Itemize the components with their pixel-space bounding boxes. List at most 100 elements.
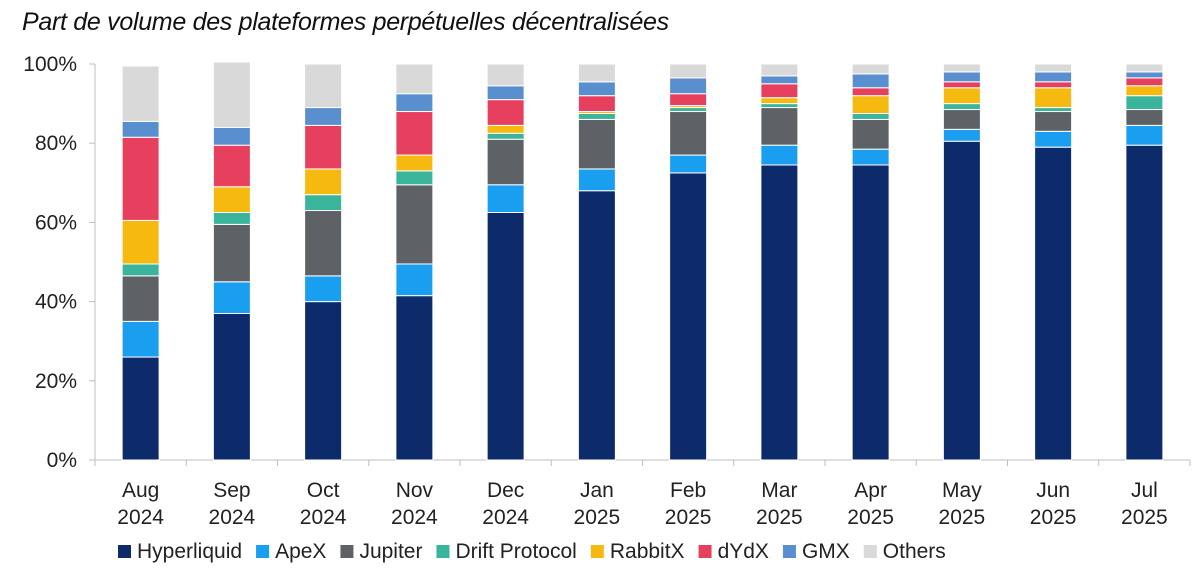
bar-segment-gmx [486, 85, 525, 101]
bar-segment-drift-protocol [212, 212, 251, 225]
bar-segment-others [577, 63, 616, 83]
bar-segment-rabbitx [942, 87, 981, 105]
legend-label: dYdX [718, 540, 769, 563]
bar-segment-apex [760, 144, 799, 166]
bar-segment-jupiter [851, 118, 890, 150]
bar-segment-rabbitx [851, 95, 890, 114]
legend-swatch [436, 545, 450, 558]
legend-label: Others [883, 540, 946, 563]
bar-segment-others [942, 63, 981, 73]
bar-segment-others [486, 63, 525, 87]
legend-swatch [782, 545, 796, 558]
bar-segment-hyperliquid [851, 164, 890, 461]
bar-segment-others [121, 65, 160, 122]
x-tick-label-year: 2024 [391, 506, 438, 529]
x-tick-label-month: Oct [307, 479, 340, 502]
x-tick-label-year: 2024 [300, 506, 347, 529]
bar-segment-hyperliquid [486, 212, 525, 461]
bar-segment-drift-protocol [1125, 95, 1164, 111]
bar-segment-hyperliquid [669, 172, 708, 461]
legend-swatch [256, 545, 270, 558]
bar-segment-jupiter [212, 223, 251, 283]
x-tick-labels: Aug 2024 Sep 2024 Oct 2024 Nov 2024 Dec 2024 Jan 20… [117, 479, 1167, 529]
bar-segment-gmx [121, 120, 160, 138]
bar-segment-apex [304, 275, 343, 303]
bar-segment-gmx [304, 107, 343, 126]
bars [121, 61, 1164, 461]
bar-segment-drift-protocol [121, 263, 160, 277]
bar-segment-dydx [395, 111, 434, 156]
bar-segment-drift-protocol [669, 107, 708, 113]
bar-segment-apex [1125, 124, 1164, 146]
bar-segment-gmx [1125, 71, 1164, 79]
bar-segment-gmx [577, 81, 616, 97]
bar-segment-drift-protocol [942, 103, 981, 111]
bar-segment-apex [851, 148, 890, 166]
bar-segment-drift-protocol [395, 170, 434, 186]
bar-segment-rabbitx [760, 97, 799, 105]
bar-segment-rabbitx [486, 124, 525, 134]
bar-segment-dydx [121, 136, 160, 221]
bar-segment-dydx [577, 95, 616, 113]
x-tick-label-year: 2025 [939, 506, 986, 529]
bar-segment-dydx [760, 83, 799, 99]
bar-segment-dydx [851, 87, 890, 97]
bar-segment-gmx [669, 77, 708, 95]
bar-segment-others [1125, 63, 1164, 73]
legend-label: ApeX [275, 540, 326, 563]
bar-segment-apex [1034, 130, 1073, 148]
bar-segment-jupiter [577, 118, 616, 170]
bar-segment-jupiter [669, 111, 708, 156]
x-tick-label-month: Jan [580, 479, 614, 502]
bar-segment-rabbitx [304, 168, 343, 196]
x-tick-label-month: Jul [1131, 479, 1158, 502]
x-tick-label-month: Sep [213, 479, 250, 502]
axes [89, 63, 1191, 466]
x-tick-label-month: Apr [854, 479, 887, 502]
y-tick-label: 0% [47, 449, 77, 472]
legend-label: Hyperliquid [137, 540, 242, 563]
legend-label: GMX [802, 540, 850, 563]
bar-segment-jupiter [304, 210, 343, 277]
x-tick-label-year: 2025 [665, 506, 712, 529]
bar-segment-apex [669, 154, 708, 174]
x-tick-label-month: Dec [487, 479, 524, 502]
bar-segment-dydx [304, 124, 343, 170]
bar-segment-gmx [851, 73, 890, 89]
bar-segment-drift-protocol [486, 132, 525, 140]
legend: Hyperliquid ApeX Jupiter Drift Protocol Rabb… [118, 540, 946, 563]
bar-segment-dydx [669, 93, 708, 107]
bar-segment-drift-protocol [304, 194, 343, 212]
legend-label: RabbitX [610, 540, 685, 563]
x-tick-label-month: Nov [396, 479, 434, 502]
bar-segment-hyperliquid [395, 295, 434, 461]
bar-segment-dydx [1034, 81, 1073, 89]
bar-segment-dydx [942, 81, 981, 89]
bar-segment-gmx [942, 71, 981, 83]
bar-segment-gmx [212, 126, 251, 146]
x-tick-label-year: 2024 [117, 506, 164, 529]
bar-segment-drift-protocol [851, 113, 890, 120]
x-tick-label-year: 2025 [847, 506, 894, 529]
bar-segment-apex [121, 320, 160, 358]
bar-segment-hyperliquid [760, 164, 799, 461]
bar-segment-drift-protocol [760, 103, 799, 109]
y-tick-labels: 0% 20% 40% 60% 80% 100% [23, 53, 77, 472]
bar-segment-jupiter [1034, 111, 1073, 132]
x-tick-label-year: 2025 [1030, 506, 1077, 529]
bar-segment-hyperliquid [304, 301, 343, 461]
bar-segment-jupiter [942, 109, 981, 130]
bar-segment-apex [942, 128, 981, 142]
y-tick-label: 80% [35, 132, 77, 155]
bar-segment-apex [577, 168, 616, 192]
legend-swatch [863, 545, 877, 558]
bar-segment-hyperliquid [1125, 144, 1164, 461]
bar-segment-hyperliquid [577, 190, 616, 461]
legend-swatch [340, 545, 354, 558]
bar-segment-jupiter [121, 275, 160, 322]
x-tick-label-year: 2025 [574, 506, 621, 529]
legend-swatch [590, 545, 604, 558]
bar-segment-hyperliquid [212, 312, 251, 461]
bar-segment-jupiter [395, 184, 434, 265]
bar-segment-hyperliquid [942, 140, 981, 461]
